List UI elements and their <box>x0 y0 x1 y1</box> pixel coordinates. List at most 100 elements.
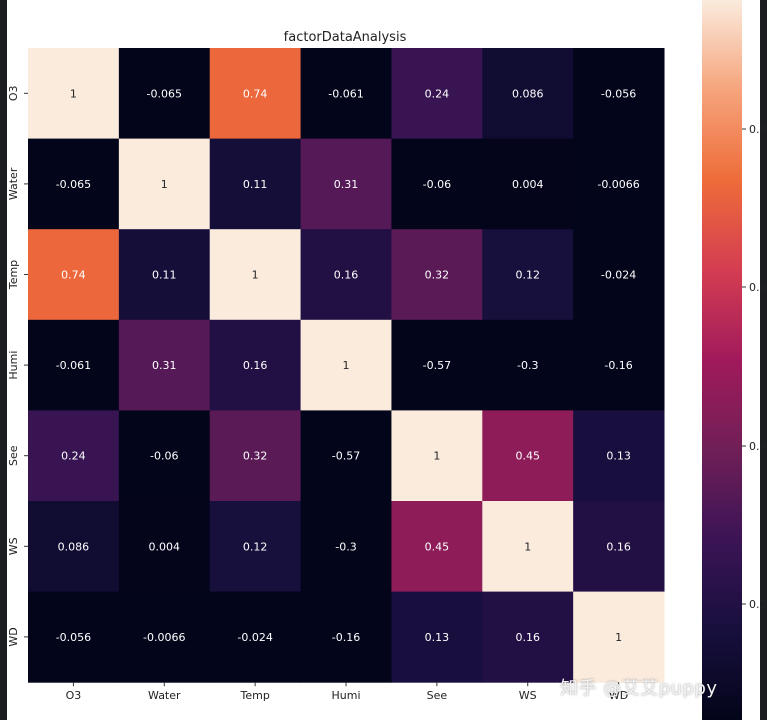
y-tick-label: O3 <box>7 85 20 101</box>
cell-value-label: 0.24 <box>425 87 450 100</box>
heatmap-cell <box>28 138 120 230</box>
cell-value-label: -0.061 <box>328 87 363 100</box>
cell-value-label: 1 <box>433 450 440 463</box>
cell-value-label: 0.12 <box>515 269 540 282</box>
cell-value-label: 0.31 <box>334 178 359 191</box>
cell-value-label: 0.16 <box>334 269 359 282</box>
right-frame-edge <box>760 0 767 720</box>
heatmap-cell <box>300 48 392 140</box>
cell-value-label: 1 <box>161 178 168 191</box>
heatmap-cell <box>391 319 483 411</box>
heatmap-cell <box>300 138 392 230</box>
chart-title: factorDataAnalysis <box>284 30 407 45</box>
cell-value-label: -0.06 <box>423 178 451 191</box>
heatmap-cell <box>28 591 120 683</box>
watermark-text: 知乎 @艾艾puppy <box>560 678 718 699</box>
cell-value-label: 0.11 <box>152 269 177 282</box>
heatmap-cell <box>209 591 302 683</box>
cell-value-label: -0.056 <box>601 87 636 100</box>
heatmap-cell <box>391 410 483 502</box>
cell-value-label: 0.32 <box>425 269 450 282</box>
cell-value-label: -0.024 <box>237 631 272 644</box>
cell-value-label: 0.11 <box>243 178 268 191</box>
cell-value-label: -0.065 <box>147 87 182 100</box>
heatmap-cell <box>28 229 120 321</box>
heatmap-cell <box>300 591 392 683</box>
colorbar-tick-label: 0.6 <box>749 281 767 294</box>
cell-value-label: -0.57 <box>332 450 360 463</box>
cell-value-label: 0.13 <box>606 450 631 463</box>
heatmap-cell <box>391 501 483 593</box>
cell-value-label: 0.16 <box>243 359 268 372</box>
cell-value-label: 0.24 <box>61 450 86 463</box>
heatmap-cell <box>28 501 120 593</box>
heatmap-cell <box>118 48 211 140</box>
heatmap-cell <box>300 319 392 411</box>
cell-value-label: 0.31 <box>152 359 177 372</box>
heatmap-cell <box>209 410 302 502</box>
heatmap-cell <box>573 591 665 683</box>
cell-value-label: 0.16 <box>515 631 540 644</box>
y-tick-label: Temp <box>7 260 20 290</box>
heatmap-cell <box>391 48 483 140</box>
x-tick-label: Humi <box>332 689 361 702</box>
y-tick-label: WD <box>7 627 20 646</box>
heatmap-cell <box>482 410 574 502</box>
cell-value-label: -0.061 <box>56 359 91 372</box>
cell-value-label: -0.0066 <box>143 631 185 644</box>
heatmap-cell <box>391 138 483 230</box>
heatmap-cell <box>482 591 574 683</box>
heatmap-cell <box>482 501 574 593</box>
heatmap-cell <box>300 501 392 593</box>
cell-value-label: 1 <box>252 269 259 282</box>
heatmap-cell <box>118 229 211 321</box>
cell-value-label: 1 <box>524 540 531 553</box>
left-frame-edge <box>0 0 7 720</box>
colorbar-tick-label: 0.8 <box>749 123 767 136</box>
heatmap-cell <box>300 410 392 502</box>
cell-value-label: -0.024 <box>601 269 636 282</box>
cell-value-label: 1 <box>615 631 622 644</box>
cell-value-label: 0.32 <box>243 450 268 463</box>
heatmap-cell <box>573 138 665 230</box>
cell-value-label: -0.16 <box>604 359 632 372</box>
heatmap-cell <box>28 48 120 140</box>
cell-value-label: 0.45 <box>515 450 540 463</box>
colorbar: 0.2 0.4 0.6 0.8 <box>702 0 767 720</box>
cell-value-label: 0.74 <box>243 87 268 100</box>
heatmap-cell <box>300 229 392 321</box>
cell-value-label: 1 <box>343 359 350 372</box>
cell-value-label: 0.004 <box>512 178 544 191</box>
colorbar-tick-label: 0.2 <box>749 598 767 611</box>
cell-value-label: 1 <box>70 87 77 100</box>
heatmap-cell <box>573 48 665 140</box>
heatmap-cell <box>209 48 302 140</box>
heatmap-cell <box>118 591 211 683</box>
cell-value-label: -0.056 <box>56 631 91 644</box>
y-tick-label: See <box>7 445 20 466</box>
heatmap-cell <box>573 501 665 593</box>
y-axis-ticks: O3 Water Temp Humi See WS WD <box>7 85 28 647</box>
cell-value-label: -0.3 <box>335 540 356 553</box>
cell-value-label: -0.06 <box>150 450 178 463</box>
x-tick-label: O3 <box>66 689 82 702</box>
cell-value-label: 0.16 <box>606 540 631 553</box>
cell-value-label: 0.74 <box>61 269 86 282</box>
heatmap-cell <box>209 501 302 593</box>
heatmap-cell <box>209 319 302 411</box>
heatmap-cell <box>209 229 302 321</box>
heatmap-cell <box>28 410 120 502</box>
x-tick-label: Temp <box>239 689 269 702</box>
cell-value-label: 0.13 <box>425 631 450 644</box>
cell-value-label: -0.16 <box>332 631 360 644</box>
heatmap-cell <box>573 410 665 502</box>
cell-value-label: -0.0066 <box>597 178 639 191</box>
cell-value-label: -0.57 <box>423 359 451 372</box>
cell-value-label: 0.004 <box>149 540 181 553</box>
y-tick-label: Water <box>7 167 20 200</box>
heatmap-cell <box>391 591 483 683</box>
heatmap-cell <box>573 229 665 321</box>
x-tick-label: WD <box>609 689 628 702</box>
heatmap-cell <box>118 319 211 411</box>
